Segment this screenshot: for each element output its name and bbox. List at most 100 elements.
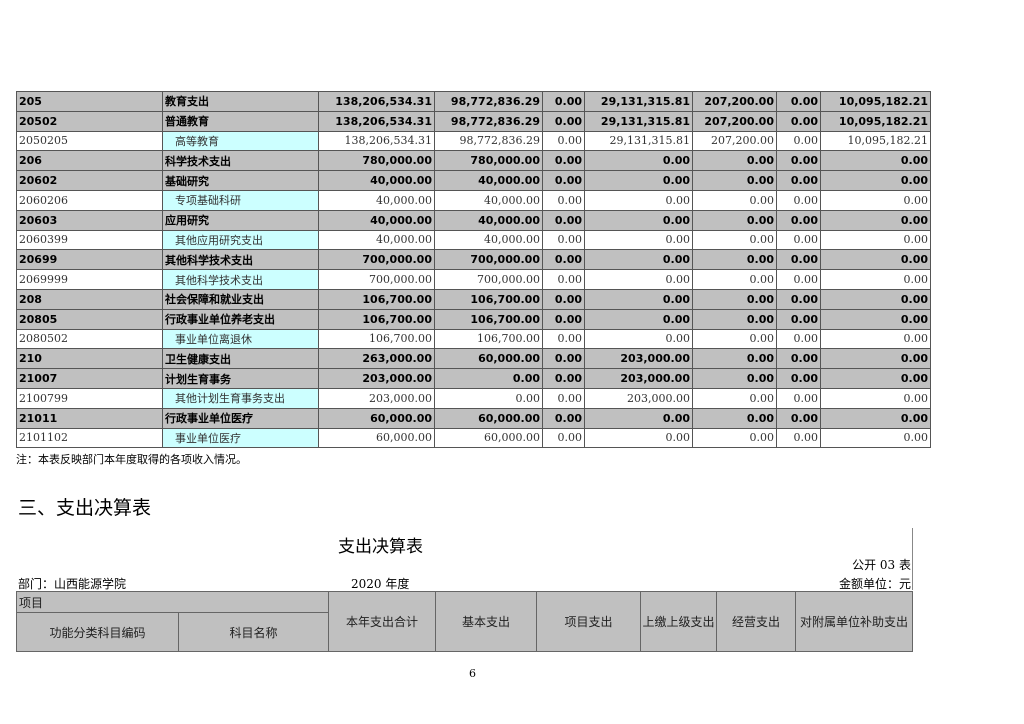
value-cell: 0.00: [692, 249, 777, 271]
value-cell: 0.00: [542, 189, 585, 211]
value-cell: 40,000.00: [434, 189, 543, 211]
table-row: 20602 基础研究 40,000.00 40,000.00 0.00 0.00 0.00 0…: [16, 170, 931, 191]
value-cell: 207,200.00: [692, 130, 777, 152]
code-cell: 2100799: [16, 387, 163, 409]
value-cell: 60,000.00: [318, 407, 435, 429]
value-cell: 0.00: [542, 150, 585, 172]
code-cell: 2060206: [16, 189, 163, 211]
value-cell: 0.00: [542, 170, 585, 191]
value-cell: 0.00: [820, 170, 931, 191]
page-number: 6: [469, 667, 476, 680]
code-cell: 20603: [16, 209, 163, 231]
value-cell: 0.00: [584, 249, 693, 271]
value-cell: 203,000.00: [584, 348, 693, 370]
value-cell: 0.00: [776, 170, 821, 191]
value-cell: 0.00: [584, 150, 693, 172]
value-cell: 0.00: [542, 348, 585, 370]
value-cell: 98,772,836.29: [434, 91, 543, 112]
value-cell: 60,000.00: [434, 348, 543, 370]
name-cell: 应用研究: [162, 209, 319, 231]
value-cell: 203,000.00: [318, 387, 435, 409]
value-cell: 0.00: [776, 269, 821, 290]
value-cell: 0.00: [692, 387, 777, 409]
value-cell: 0.00: [692, 328, 777, 350]
value-cell: 40,000.00: [318, 170, 435, 191]
table-row: 2060206 专项基础科研 40,000.00 40,000.00 0.00 0.00 0…: [16, 189, 931, 211]
code-cell: 2050205: [16, 130, 163, 152]
header-basic: 基本支出: [435, 591, 538, 652]
name-cell: 其他科学技术支出: [162, 269, 319, 290]
code-cell: 210: [16, 348, 163, 370]
value-cell: 0.00: [820, 209, 931, 231]
table-row: 20603 应用研究 40,000.00 40,000.00 0.00 0.00 0.00 0…: [16, 209, 931, 231]
value-cell: 0.00: [692, 407, 777, 429]
name-cell: 普通教育: [162, 110, 319, 132]
value-cell: 0.00: [584, 189, 693, 211]
table-row: 2080502 事业单位离退休 106,700.00 106,700.00 0.00 0.…: [16, 328, 931, 350]
table-row: 2100799 其他计划生育事务支出 203,000.00 0.00 0.00 203,0…: [16, 387, 931, 409]
code-cell: 20502: [16, 110, 163, 132]
value-cell: 780,000.00: [318, 150, 435, 172]
table-row: 208 社会保障和就业支出 106,700.00 106,700.00 0.00 0.00…: [16, 288, 931, 310]
value-cell: 0.00: [776, 407, 821, 429]
value-cell: 29,131,315.81: [584, 130, 693, 152]
header-code: 功能分类科目编码: [16, 612, 179, 652]
value-cell: 0.00: [542, 229, 585, 251]
value-cell: 40,000.00: [434, 229, 543, 251]
value-cell: 40,000.00: [318, 189, 435, 211]
value-cell: 40,000.00: [434, 170, 543, 191]
value-cell: 0.00: [820, 368, 931, 389]
code-cell: 206: [16, 150, 163, 172]
table-row: 2050205 高等教育 138,206,534.31 98,772,836.29 0.…: [16, 130, 931, 152]
code-cell: 2069999: [16, 269, 163, 290]
table-row: 2101102 事业单位医疗 60,000.00 60,000.00 0.00 0.00 0…: [16, 427, 931, 449]
value-cell: 0.00: [820, 189, 931, 211]
value-cell: 106,700.00: [318, 288, 435, 310]
value-cell: 0.00: [820, 387, 931, 409]
name-cell: 行政事业单位养老支出: [162, 308, 319, 330]
value-cell: 0.00: [584, 288, 693, 310]
name-cell: 卫生健康支出: [162, 348, 319, 370]
name-cell: 其他计划生育事务支出: [162, 387, 319, 409]
value-cell: 0.00: [584, 170, 693, 191]
value-cell: 0.00: [584, 269, 693, 290]
value-cell: 0.00: [820, 348, 931, 370]
value-cell: 203,000.00: [584, 387, 693, 409]
value-cell: 29,131,315.81: [584, 91, 693, 112]
value-cell: 0.00: [692, 170, 777, 191]
name-cell: 高等教育: [162, 130, 319, 152]
code-cell: 2060399: [16, 229, 163, 251]
value-cell: 0.00: [542, 91, 585, 112]
table-row: 206 科学技术支出 780,000.00 780,000.00 0.00 0.00 0.0…: [16, 150, 931, 172]
name-cell: 其他应用研究支出: [162, 229, 319, 251]
value-cell: 0.00: [820, 328, 931, 350]
value-cell: 106,700.00: [434, 328, 543, 350]
value-cell: 0.00: [434, 368, 543, 389]
value-cell: 98,772,836.29: [434, 110, 543, 132]
value-cell: 40,000.00: [318, 209, 435, 231]
value-cell: 0.00: [542, 209, 585, 231]
table-row: 20699 其他科学技术支出 700,000.00 700,000.00 0.00 0.0…: [16, 249, 931, 271]
name-cell: 社会保障和就业支出: [162, 288, 319, 310]
header-item: 项目: [15, 591, 330, 613]
value-cell: 0.00: [584, 308, 693, 330]
value-cell: 0.00: [542, 130, 585, 152]
value-cell: 0.00: [776, 110, 821, 132]
value-cell: 0.00: [776, 348, 821, 370]
value-cell: 0.00: [692, 288, 777, 310]
value-cell: 0.00: [692, 368, 777, 389]
value-cell: 0.00: [820, 269, 931, 290]
value-cell: 10,095,182.21: [820, 91, 931, 112]
unit: 金额单位：元: [838, 577, 911, 591]
code-cell: 20699: [16, 249, 163, 271]
value-cell: 0.00: [692, 209, 777, 231]
table-row: 21011 行政事业单位医疗 60,000.00 60,000.00 0.00 0.00 0…: [16, 407, 931, 429]
name-cell: 其他科学技术支出: [162, 249, 319, 271]
value-cell: 0.00: [820, 249, 931, 271]
value-cell: 29,131,315.81: [584, 110, 693, 132]
value-cell: 0.00: [542, 427, 585, 449]
header-operating: 经营支出: [716, 591, 797, 652]
value-cell: 106,700.00: [434, 288, 543, 310]
divider: [912, 528, 913, 590]
department: 部门：山西能源学院: [18, 577, 127, 591]
